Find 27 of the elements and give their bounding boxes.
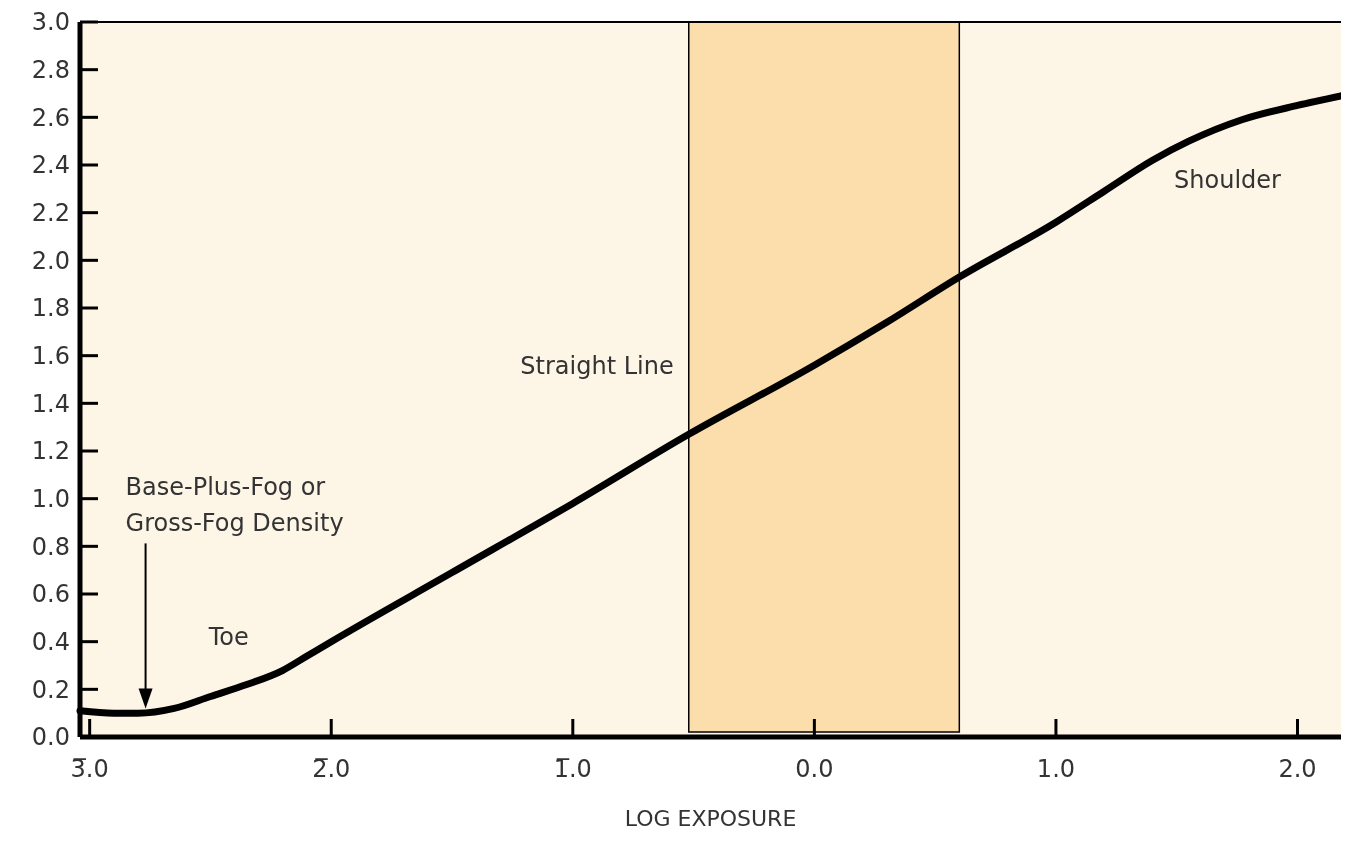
annotation: Shoulder xyxy=(1174,165,1282,194)
y-tick-label: 3.0 xyxy=(31,8,70,37)
x-tick-label: 3̅.0 xyxy=(70,755,109,783)
annotation: Base-Plus-Fog or Gross-Fog Density xyxy=(125,473,344,538)
x-tick-label: 1̅.0 xyxy=(553,755,592,783)
y-tick-label: 1.4 xyxy=(31,389,70,418)
y-tick-label: 1.2 xyxy=(31,437,70,466)
y-tick-label: 0.6 xyxy=(31,580,70,609)
x-tick-label: 0.0 xyxy=(795,755,834,783)
y-tick-label: 2.0 xyxy=(31,246,70,275)
y-tick-label: 2.8 xyxy=(31,56,70,85)
y-tick-label: 0.4 xyxy=(31,628,70,657)
y-tick-label: 1.0 xyxy=(31,485,70,514)
y-tick-label: 2.2 xyxy=(31,199,70,228)
y-tick-label: 1.6 xyxy=(31,342,70,371)
y-tick-label: 0.0 xyxy=(31,723,70,752)
y-tick-label: 2.6 xyxy=(31,103,70,132)
x-tick-label: 2.0 xyxy=(1278,755,1317,783)
x-tick-label: 2̅.0 xyxy=(312,755,351,783)
y-tick-label: 0.2 xyxy=(31,675,70,704)
x-tick-label: 1.0 xyxy=(1036,755,1076,783)
x-axis-title: LOG EXPOSURE xyxy=(624,806,797,831)
y-tick-label: 0.8 xyxy=(31,532,70,561)
annotation: Toe xyxy=(207,623,249,652)
y-tick-label: 1.8 xyxy=(31,294,70,323)
y-tick-label: 2.4 xyxy=(31,151,70,180)
annotation: Straight Line xyxy=(520,351,674,380)
